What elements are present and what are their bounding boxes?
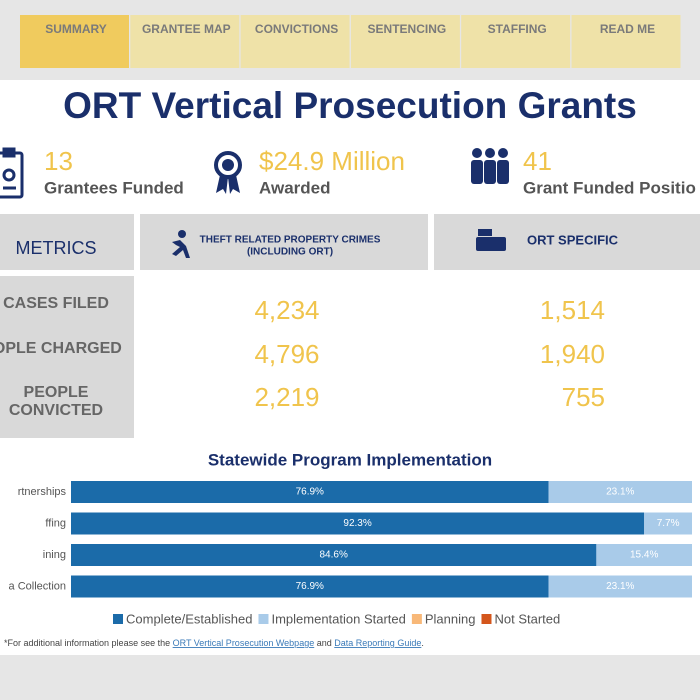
nav-tab[interactable] [350, 15, 460, 68]
kpi-label: Grant Funded Positio [523, 178, 696, 197]
metric-value: 755 [562, 382, 605, 412]
bar-segment [548, 575, 692, 598]
legend-swatch [481, 614, 492, 624]
nav-tab[interactable] [20, 15, 129, 68]
metric-value: 4,796 [254, 339, 319, 369]
nav-tab[interactable] [240, 15, 350, 68]
footnote-text: and [317, 638, 332, 648]
legend-swatch [258, 614, 269, 624]
header-text: METRICS [16, 238, 97, 258]
legend-label: Not Started [494, 611, 560, 626]
chart-title: Statewide Program Implementation [208, 450, 492, 469]
bar-segment [71, 481, 549, 503]
metric-value: 1,940 [540, 339, 605, 369]
runner-icon [172, 230, 190, 258]
legend-label: Complete/Established [126, 611, 252, 626]
metric-value: 2,219 [254, 382, 319, 412]
nav-bar: SUMMARY GRANTEE MAP CONVICTIONS SENTENCING S… [20, 15, 681, 68]
data-label: 76.9% [296, 581, 324, 592]
category-label: rtnerships [18, 486, 67, 498]
bar-segment [71, 575, 549, 598]
nav-tab[interactable] [130, 15, 240, 68]
nav-tab-label[interactable]: SENTENCING [368, 22, 447, 36]
nav-tab[interactable] [461, 15, 571, 68]
row-header-column [0, 276, 134, 438]
header-text: (INCLUDING ORT) [247, 247, 333, 258]
people-icon [471, 148, 509, 184]
kpi-value: 13 [44, 146, 73, 176]
clipboard-icon [0, 147, 24, 199]
nav-tab-label[interactable]: GRANTEE MAP [142, 22, 231, 36]
nav-tab-label[interactable]: READ ME [600, 22, 655, 36]
row-label: CASES FILED [3, 295, 109, 312]
bar-segment [644, 512, 692, 535]
kpi-value: 41 [523, 146, 552, 176]
data-label: 15.4% [630, 550, 658, 561]
bar-segment [548, 481, 692, 503]
kpi-value: $24.9 Million [259, 146, 405, 176]
legend-swatch [411, 614, 422, 624]
nav-tab-label[interactable]: SUMMARY [45, 22, 107, 36]
nav-tab[interactable] [571, 15, 681, 68]
page-title: ORT Vertical Prosecution Grants [63, 85, 637, 126]
row-label: EOPLE CHARGED [0, 340, 122, 357]
register-icon [476, 229, 506, 251]
award-icon [214, 151, 242, 194]
metric-value: 4,234 [254, 295, 319, 325]
nav-tab-label[interactable]: STAFFING [488, 22, 547, 36]
bar-segment [71, 512, 645, 535]
legend-swatch [113, 614, 123, 624]
link[interactable]: ORT Vertical Prosecution Webpage [173, 638, 315, 648]
row-label: PEOPLE [24, 384, 89, 401]
bar-segment [596, 544, 692, 566]
data-label: 7.7% [657, 518, 680, 529]
data-label: 92.3% [343, 518, 371, 529]
metric-value: 1,514 [540, 295, 605, 325]
category-label: ining [43, 549, 66, 561]
kpi-label: Grantees Funded [44, 178, 184, 197]
data-label: 23.1% [606, 487, 634, 498]
footnote: *For additional information please see t… [4, 638, 424, 648]
legend-label: Implementation Started [271, 611, 405, 626]
data-label: 76.9% [296, 487, 324, 498]
footnote-text: *For additional information please see t… [4, 638, 170, 648]
link[interactable]: Data Reporting Guide [334, 638, 421, 648]
kpi-label: Awarded [259, 178, 331, 197]
footer-background [0, 655, 700, 700]
category-label: ffing [45, 517, 66, 529]
header-text: ORT SPECIFIC [527, 232, 619, 247]
header-cell [0, 214, 134, 270]
bar-segment [71, 544, 597, 566]
footnote-text: . [421, 638, 424, 648]
chart: rtnerships 76.9% 23.1% ffing 92.3% 7.7% ining 8… [9, 481, 692, 626]
nav-tab-label[interactable]: CONVICTIONS [255, 22, 338, 36]
header-text: THEFT RELATED PROPERTY CRIMES [200, 235, 381, 246]
data-label: 84.6% [320, 550, 348, 561]
row-label: CONVICTED [9, 402, 103, 419]
header-cell [140, 214, 428, 270]
legend-label: Planning [425, 611, 476, 626]
data-label: 23.1% [606, 581, 634, 592]
category-label: a Collection [9, 580, 66, 592]
